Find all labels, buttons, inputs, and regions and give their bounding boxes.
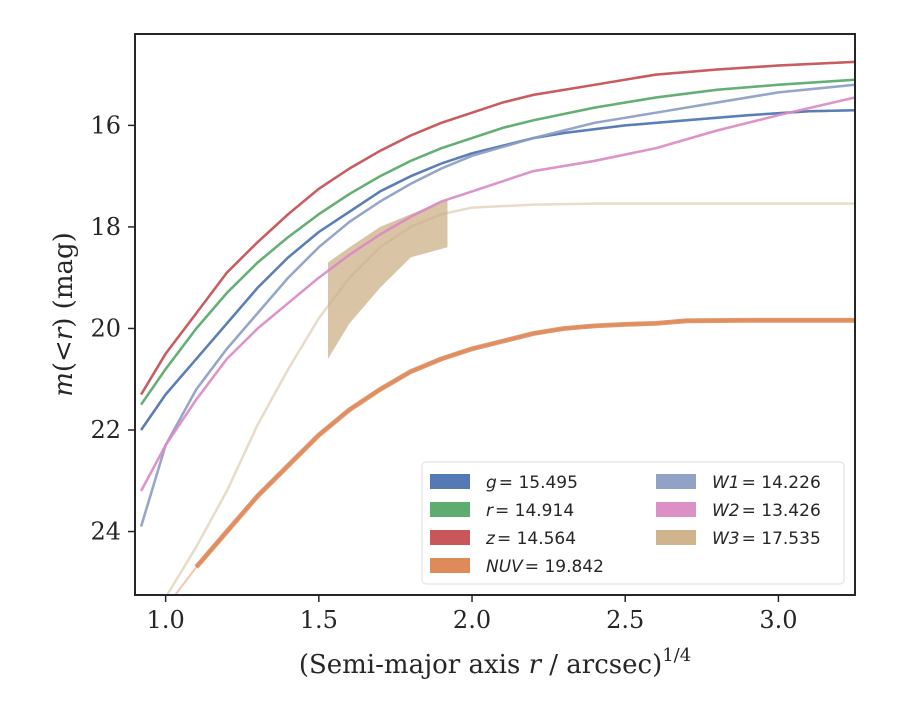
legend: g = 15.495 r = 14.914 z = 14.564 NUV = 19.842 W1… <box>421 461 845 585</box>
legend-label-nuv: NUV = 19.842 <box>486 557 604 577</box>
legend-swatch-z <box>430 530 470 545</box>
series-nuv-extension <box>173 566 198 595</box>
legend-swatch-w2 <box>656 502 696 517</box>
series-g-band <box>140 108 855 431</box>
x-axis-label: (Semi-major axis r / arcsec)1/4 <box>299 645 691 680</box>
series-w1-band <box>139 83 855 527</box>
legend-swatch-r <box>430 502 470 517</box>
x-tick-label: 1.0 <box>147 606 185 634</box>
y-tick-label: 20 <box>90 314 121 342</box>
legend-swatch-w1 <box>656 474 696 489</box>
legend-label-w1: W1 = 14.226 <box>712 473 821 493</box>
plot-frame <box>134 33 856 596</box>
legend-label-w3: W3 = 17.535 <box>712 529 821 549</box>
legend-swatch-nuv <box>430 558 470 573</box>
y-tick-label: 22 <box>90 416 121 444</box>
legend-label-w2: W2 = 13.426 <box>712 501 821 521</box>
x-tick-label: 1.5 <box>300 606 338 634</box>
y-tick-label: 24 <box>90 518 121 546</box>
series-w2-band <box>139 96 855 492</box>
legend-label-r: r = 14.914 <box>486 501 574 521</box>
legend-box <box>421 461 845 585</box>
y-axis-label: m(<r) (mag) <box>49 232 79 397</box>
series-z-band <box>140 60 855 396</box>
y-tick-label: 18 <box>90 213 121 241</box>
axis-labels: (Semi-major axis r / arcsec)1/4 m(<r) (m… <box>49 232 691 680</box>
ticks-layer: 1.0 1.5 2.0 2.5 3.0 16 18 20 22 24 <box>90 111 797 634</box>
y-tick-label: 16 <box>90 111 121 139</box>
legend-label-z: z = 14.564 <box>485 529 576 549</box>
series-nuv-band <box>194 317 855 569</box>
series-w1-line <box>139 83 855 527</box>
x-tick-label: 3.0 <box>759 606 797 634</box>
legend-swatch-g <box>430 474 470 489</box>
w3-error-band <box>328 199 448 359</box>
series-r-band <box>140 78 855 406</box>
legend-swatch-w3 <box>656 530 696 545</box>
series-w3-line <box>165 202 855 595</box>
series-layer <box>139 60 855 595</box>
x-tick-label: 2.5 <box>606 606 644 634</box>
series-w2-line <box>139 96 855 492</box>
x-tick-label: 2.0 <box>453 606 491 634</box>
legend-label-g: g = 15.495 <box>486 473 578 493</box>
